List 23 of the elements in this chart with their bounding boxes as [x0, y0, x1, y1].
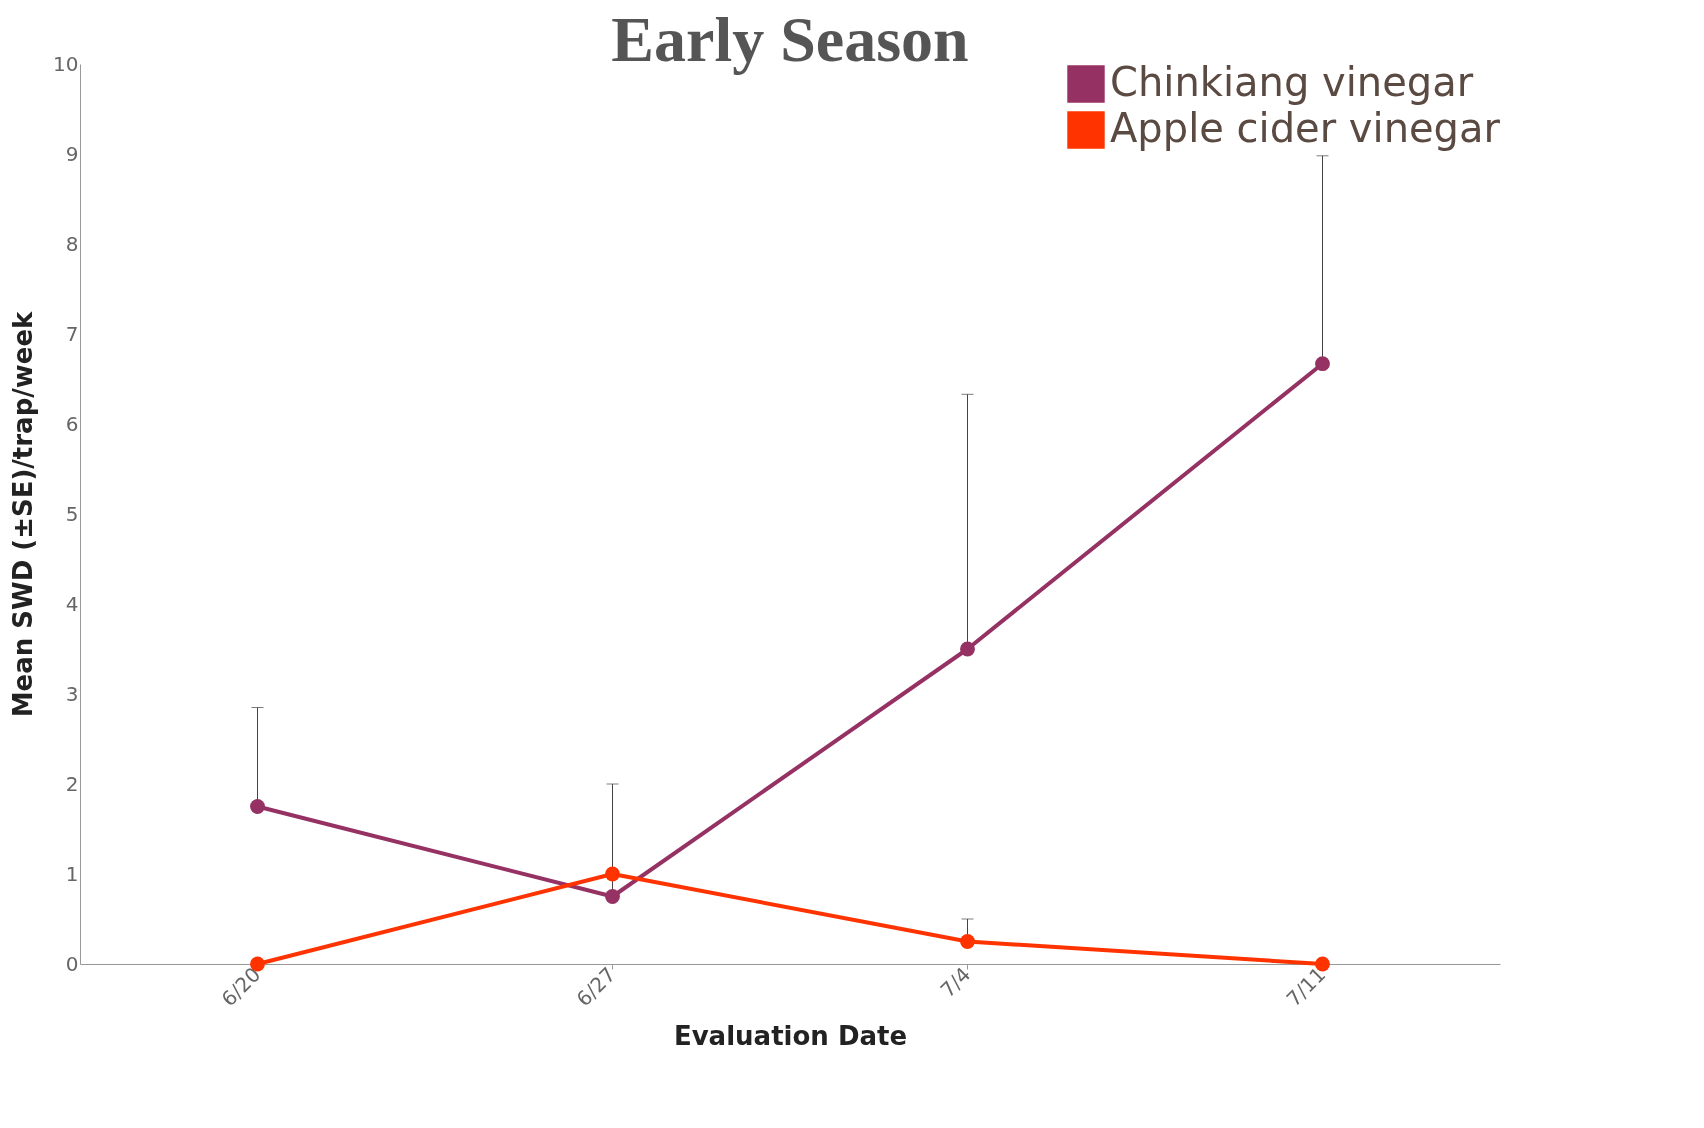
chart-title: Early Season — [611, 4, 969, 75]
y-tick-label: 10 — [53, 51, 79, 76]
point — [960, 641, 975, 657]
y-axis-title: Mean SWD (±SE)/trap/week — [8, 310, 39, 718]
y-tick-label: 5 — [65, 501, 79, 526]
point — [605, 866, 620, 882]
point — [960, 934, 975, 949]
x-tick-label: 7/4 — [935, 962, 976, 1003]
point — [250, 799, 265, 814]
y-tick-label: 0 — [65, 951, 79, 976]
y-tick-label: 4 — [65, 591, 79, 616]
y-tick-label: 1 — [65, 861, 79, 886]
x-axis-title: Evaluation Date — [673, 1021, 908, 1052]
legend-label: Apple cider vinegar — [1110, 105, 1501, 151]
y-tick-label: 9 — [65, 141, 79, 166]
y-tick-label: 7 — [65, 321, 79, 346]
point — [1315, 356, 1330, 372]
legend-label: Chinkiang vinegar — [1110, 59, 1474, 105]
y-tick-label: 8 — [65, 231, 79, 256]
y-tick-label: 2 — [65, 771, 79, 796]
point — [605, 889, 620, 904]
y-tick-label: 3 — [65, 681, 79, 706]
y-tick-label: 6 — [65, 411, 79, 436]
